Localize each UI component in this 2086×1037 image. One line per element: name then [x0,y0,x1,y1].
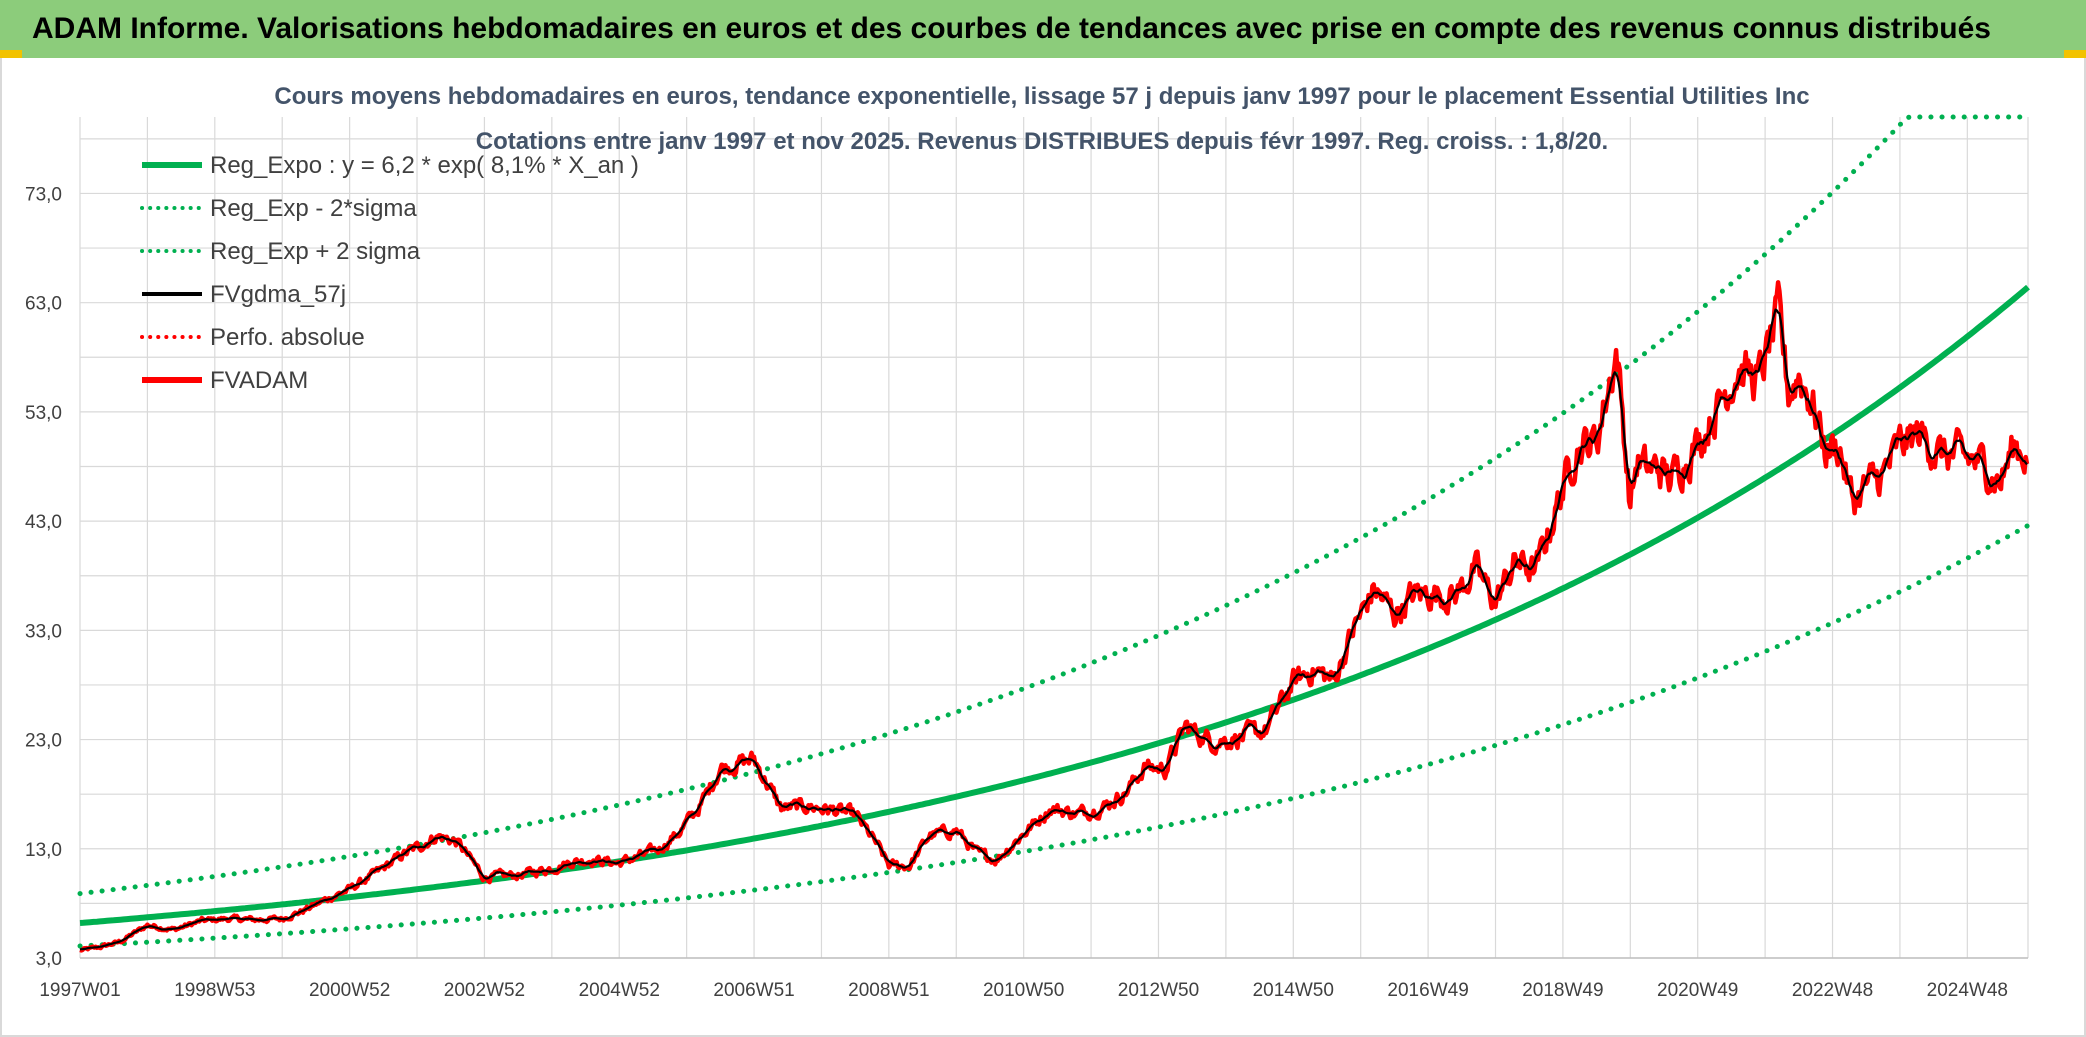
x-tick-label: 2022W48 [1792,980,1873,1001]
trend-regression-line [79,284,2030,926]
legend-label: FVADAM [210,367,308,394]
legend-label: Reg_Exp - 2*sigma [210,195,417,222]
report-title: ADAM Informe. Valorisations hebdomadaire… [32,12,1991,45]
y-tick-label: 43,0 [25,512,62,533]
trend-upper-2sigma-line [77,114,2031,897]
chart-area: Cours moyens hebdomadaires en euros, ten… [25,83,2031,1001]
x-tick-label: 2018W49 [1522,980,1603,1001]
report-title-banner: ADAM Informe. Valorisations hebdomadaire… [0,0,2086,58]
chart-frame: Cours moyens hebdomadaires en euros, ten… [0,58,2086,1037]
x-tick-label: 2024W48 [1927,980,2008,1001]
trend-lower-2sigma-line [77,523,2031,949]
x-tick-label: 2016W49 [1387,980,1468,1001]
y-tick-label: 63,0 [25,294,62,315]
legend-label: FVgdma_57j [210,281,346,308]
fvgdma-57j-line [79,308,2028,951]
legend-label: Reg_Exp + 2 sigma [210,238,421,265]
y-tick-label: 3,0 [36,949,62,970]
x-tick-label: 2004W52 [579,980,660,1001]
y-tick-label: 53,0 [25,403,62,424]
x-tick-label: 2012W50 [1118,980,1199,1001]
x-tick-label: 2002W52 [444,980,525,1001]
banner-corner-accent-right [2064,50,2086,58]
chart-subtitle: Cotations entre janv 1997 et nov 2025. R… [476,128,1608,155]
axis-labels: 3,0 13,0 23,0 33,0 43,0 53,0 63,0 73,0 1997W01 19… [25,184,2008,1001]
x-tick-label: 2014W50 [1253,980,1334,1001]
legend: Reg_Expo : y = 6,2 * exp( 8,1% * X_an ) R… [140,152,639,394]
x-tick-label: 1998W53 [174,980,255,1001]
banner-corner-accent-left [0,50,22,58]
x-tick-label: 2010W50 [983,980,1064,1001]
legend-label: Perfo. absolue [210,324,365,351]
x-tick-label: 1997W01 [39,980,120,1001]
y-tick-label: 23,0 [25,731,62,752]
y-tick-label: 13,0 [25,840,62,861]
x-tick-label: 2000W52 [309,980,390,1001]
x-tick-label: 2020W49 [1657,980,1738,1001]
grid-layer [79,117,2029,959]
fvadam-price-line [79,280,2030,953]
y-tick-label: 73,0 [25,184,62,205]
x-tick-label: 2008W51 [848,980,929,1001]
y-tick-label: 33,0 [25,621,62,642]
x-tick-label: 2006W51 [713,980,794,1001]
chart-title: Cours moyens hebdomadaires en euros, ten… [274,83,1809,110]
series-layer [77,114,2031,953]
legend-label: Reg_Expo : y = 6,2 * exp( 8,1% * X_an ) [210,152,639,179]
